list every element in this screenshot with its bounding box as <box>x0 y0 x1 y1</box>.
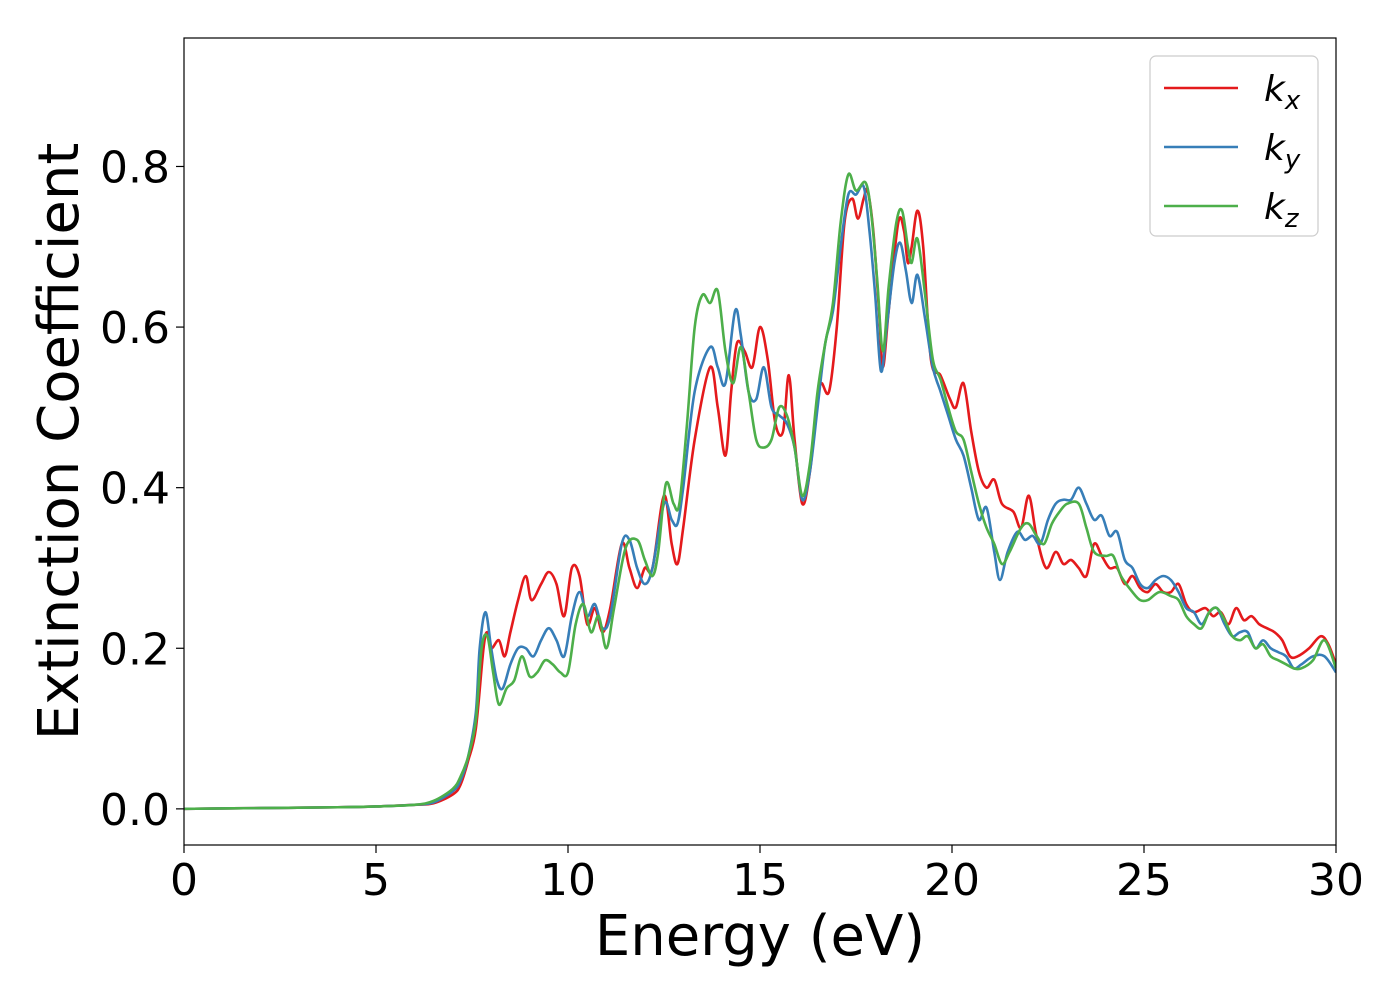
x-tick-label: 0 <box>170 855 198 906</box>
y-tick-label: 0.0 <box>100 785 170 836</box>
x-axis-label: Energy (eV) <box>595 904 925 969</box>
x-tick-label: 5 <box>362 855 390 906</box>
y-tick-label: 0.6 <box>100 303 170 354</box>
x-tick-label: 15 <box>732 855 788 906</box>
x-tick-label: 25 <box>1116 855 1172 906</box>
series-line-k-x <box>184 187 1336 811</box>
y-tick-label: 0.4 <box>100 464 170 515</box>
y-axis: 0.0 0.2 0.4 0.6 0.8 <box>100 142 184 836</box>
legend-label: ky <box>1264 128 1301 175</box>
series-line-k-y <box>184 183 1336 811</box>
y-tick-label: 0.8 <box>100 142 170 193</box>
legend-label: kz <box>1264 187 1300 234</box>
x-tick-label: 20 <box>924 855 980 906</box>
y-axis-label: Extinction Coefficient <box>27 143 92 741</box>
series-line-k-z <box>184 172 1336 811</box>
legend-label: kx <box>1264 69 1301 116</box>
legend: kx ky kz <box>1149 55 1319 237</box>
x-tick-label: 30 <box>1308 855 1364 906</box>
x-tick-label: 10 <box>540 855 596 906</box>
y-tick-label: 0.2 <box>100 624 170 675</box>
x-axis: 0 5 10 15 20 25 30 <box>170 845 1364 906</box>
plot-lines <box>184 172 1336 811</box>
